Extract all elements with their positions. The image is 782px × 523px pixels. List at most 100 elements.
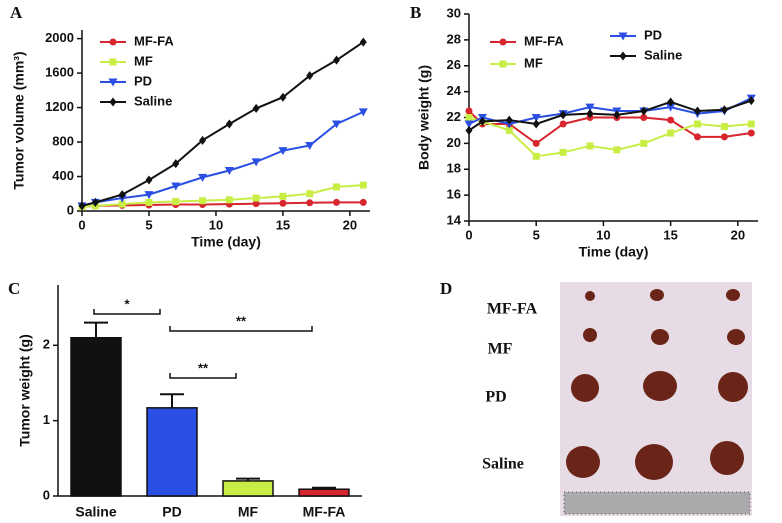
significance-bracket — [93, 309, 161, 315]
marker — [279, 192, 287, 200]
bar — [298, 488, 350, 497]
y-axis-title: Body weight (g) — [416, 65, 432, 170]
legend-label: MF — [524, 55, 543, 70]
marker — [172, 159, 180, 169]
legend-label: MF-FA — [134, 33, 174, 48]
series-line — [468, 97, 752, 125]
y-tick-label: 30 — [447, 5, 461, 20]
marker — [118, 200, 126, 208]
legend-marker — [109, 38, 117, 46]
marker — [505, 115, 513, 125]
marker — [464, 120, 474, 129]
ruler — [564, 492, 750, 514]
marker — [613, 146, 621, 154]
marker — [694, 106, 702, 116]
x-tick-label: 10 — [596, 227, 610, 242]
x-axis-title: Time (day) — [191, 234, 261, 250]
series-line — [81, 184, 364, 208]
legend-marker — [499, 60, 507, 68]
marker — [720, 123, 728, 131]
x-tick-label: 0 — [78, 217, 85, 232]
y-tick-label: 1 — [43, 412, 50, 427]
y-tick-label: 0 — [43, 487, 50, 502]
y-tick-label: 2 — [43, 337, 50, 352]
legend-label: MF-FA — [524, 33, 564, 48]
y-tick-label: 24 — [447, 83, 462, 98]
marker — [694, 133, 702, 141]
marker — [333, 183, 341, 191]
marker — [91, 197, 99, 207]
marker — [225, 119, 233, 129]
photo-row-label: MF-FA — [487, 301, 538, 318]
x-tick-label: 5 — [533, 227, 540, 242]
bar — [146, 407, 198, 497]
marker — [465, 107, 473, 115]
legend-label: Saline — [134, 93, 172, 108]
photo-row-label: MF — [488, 341, 513, 358]
legend-marker — [618, 32, 628, 41]
marker — [145, 175, 153, 185]
significance-label: ** — [198, 360, 209, 375]
panel-label: A — [10, 3, 23, 22]
significance-label: * — [124, 296, 130, 311]
x-tick-label: 15 — [276, 217, 290, 232]
marker — [198, 173, 208, 182]
marker — [532, 139, 540, 147]
series-line — [81, 110, 364, 207]
photo-row-label: PD — [485, 389, 506, 406]
legend-label: PD — [644, 27, 662, 42]
x-tick-label: MF-FA — [303, 504, 346, 520]
legend-label: MF — [134, 53, 153, 68]
panel-label: D — [440, 279, 452, 298]
marker — [199, 197, 207, 205]
series-line — [81, 201, 364, 208]
marker — [585, 103, 595, 112]
marker — [640, 114, 648, 121]
marker — [305, 141, 315, 150]
significance-label: ** — [236, 313, 247, 328]
x-tick-label: 20 — [731, 227, 745, 242]
marker — [225, 196, 233, 204]
y-axis-title: Tumor weight (g) — [17, 334, 33, 447]
marker — [359, 37, 367, 47]
series-line — [81, 41, 364, 207]
x-axis-title: Time (day) — [579, 244, 649, 260]
x-tick-label: Saline — [75, 504, 116, 520]
marker — [252, 194, 260, 202]
marker — [747, 120, 755, 128]
marker — [559, 110, 567, 120]
legend-label: Saline — [644, 47, 682, 62]
marker — [306, 199, 314, 207]
series-line — [468, 99, 752, 132]
legend-label: PD — [134, 73, 152, 88]
marker — [559, 148, 567, 156]
x-tick-label: 20 — [343, 217, 357, 232]
marker — [278, 147, 288, 156]
tumors — [566, 289, 748, 480]
y-tick-label: 2000 — [45, 30, 74, 45]
marker — [666, 103, 676, 112]
marker — [667, 116, 675, 124]
marker — [720, 105, 728, 115]
marker — [78, 201, 86, 211]
marker — [465, 114, 473, 121]
bar — [222, 480, 274, 497]
series-line — [468, 116, 752, 158]
y-tick-label: 26 — [447, 57, 461, 72]
marker — [171, 182, 181, 191]
marker — [333, 55, 341, 65]
y-tick-label: 800 — [52, 133, 74, 148]
y-tick-label: 1200 — [45, 99, 74, 114]
legend-marker — [619, 51, 627, 61]
marker — [747, 96, 755, 106]
marker — [306, 71, 314, 81]
marker — [333, 198, 341, 206]
marker — [332, 120, 342, 129]
y-tick-label: 20 — [447, 135, 461, 150]
x-tick-label: 0 — [465, 227, 472, 242]
marker — [531, 114, 541, 122]
marker — [532, 119, 540, 129]
marker — [720, 133, 728, 141]
marker — [252, 200, 260, 208]
y-tick-label: 14 — [447, 212, 462, 227]
